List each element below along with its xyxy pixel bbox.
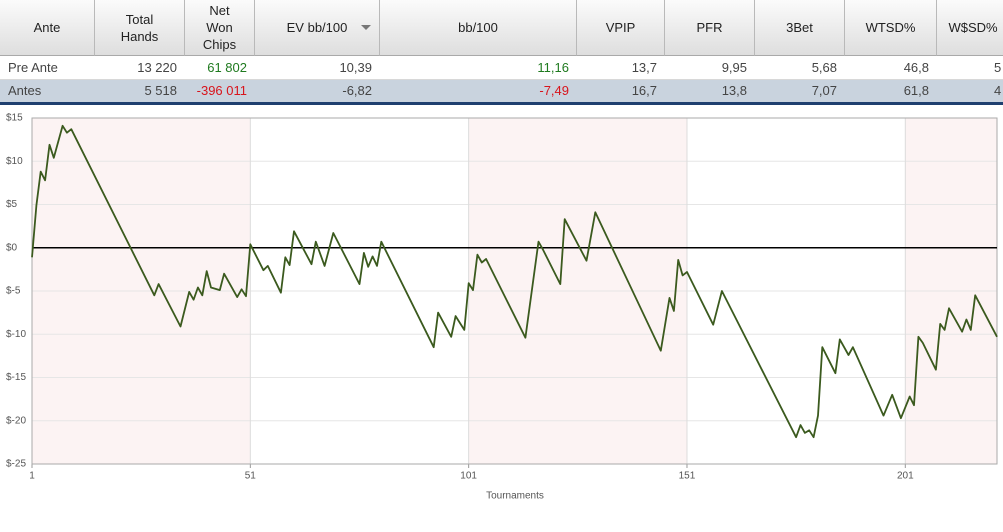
table-cell: 13 220	[137, 60, 177, 75]
table-cell: 61 802	[207, 60, 247, 75]
table-cell: 13,8	[721, 83, 747, 98]
x-axis-label: Tournaments	[486, 491, 544, 502]
table-cell: 4	[994, 83, 1002, 98]
y-tick-label: $10	[6, 156, 23, 167]
table-cell: 5 518	[144, 83, 177, 98]
column-header[interactable]: WTSD%	[845, 0, 937, 56]
table-cell: 46,8	[903, 60, 929, 75]
y-tick-label: $-15	[6, 372, 26, 383]
table-cell: Pre Ante	[8, 60, 58, 75]
sort-arrow-shape	[361, 25, 371, 30]
stats-table: Pre Ante 13 220 61 802 10,39 11,16 13,7 9,95 5,…	[0, 0, 1003, 106]
y-tick-label: $-5	[6, 286, 21, 297]
table-cell: 9,95	[721, 60, 747, 75]
x-tick-label: 1	[29, 471, 35, 482]
chart: Tournaments $15 $10 $5 $0 $-5 $-10 $-15 $-20 $-2…	[6, 113, 998, 502]
x-tick-label: 51	[245, 471, 257, 482]
table-cell: Antes	[8, 83, 42, 98]
table-cell: 10,39	[339, 60, 372, 75]
y-tick-label: $-20	[6, 415, 26, 426]
y-tick-label: $-10	[6, 329, 26, 340]
table-cell: 5	[994, 60, 1002, 75]
y-tick-label: $-25	[6, 459, 26, 470]
table-cell: 61,8	[903, 83, 929, 98]
table-cell: -7,49	[539, 83, 569, 98]
column-header[interactable]: Total Hands	[95, 0, 185, 56]
column-header[interactable]: PFR	[665, 0, 755, 56]
y-tick-label: $5	[6, 199, 18, 210]
y-tick-label: $15	[6, 113, 23, 124]
x-tick-label: 151	[679, 471, 696, 482]
table-cell: -6,82	[342, 83, 372, 98]
table-row[interactable]: Antes 5 518 -396 011 -6,82 -7,49 16,7 13,8 7,07…	[0, 80, 1003, 103]
table-cell: 5,68	[811, 60, 837, 75]
column-header[interactable]: bb/100	[380, 0, 577, 56]
column-header[interactable]: Net Won Chips	[185, 0, 255, 56]
sort-arrow	[361, 25, 371, 30]
separator	[0, 102, 1003, 105]
table-cell: 16,7	[631, 83, 657, 98]
plot-border	[31, 117, 998, 465]
table-cell: -396 011	[196, 83, 247, 98]
x-tick-label: 101	[460, 471, 477, 482]
column-header[interactable]: W$SD%	[937, 0, 1003, 56]
column-header[interactable]: EV bb/100	[255, 0, 380, 56]
table-cell: 13,7	[631, 60, 657, 75]
x-tick-label: 201	[897, 471, 914, 482]
data-line	[31, 124, 998, 439]
table-cell: 7,07	[811, 83, 837, 98]
table-row[interactable]: Pre Ante 13 220 61 802 10,39 11,16 13,7 9,95 5,…	[0, 57, 1003, 80]
table-cell: 11,16	[537, 60, 569, 75]
column-header[interactable]: Ante	[0, 0, 95, 56]
column-header[interactable]: VPIP	[577, 0, 665, 56]
column-header[interactable]: 3Bet	[755, 0, 845, 56]
y-tick-label: $0	[6, 242, 18, 253]
